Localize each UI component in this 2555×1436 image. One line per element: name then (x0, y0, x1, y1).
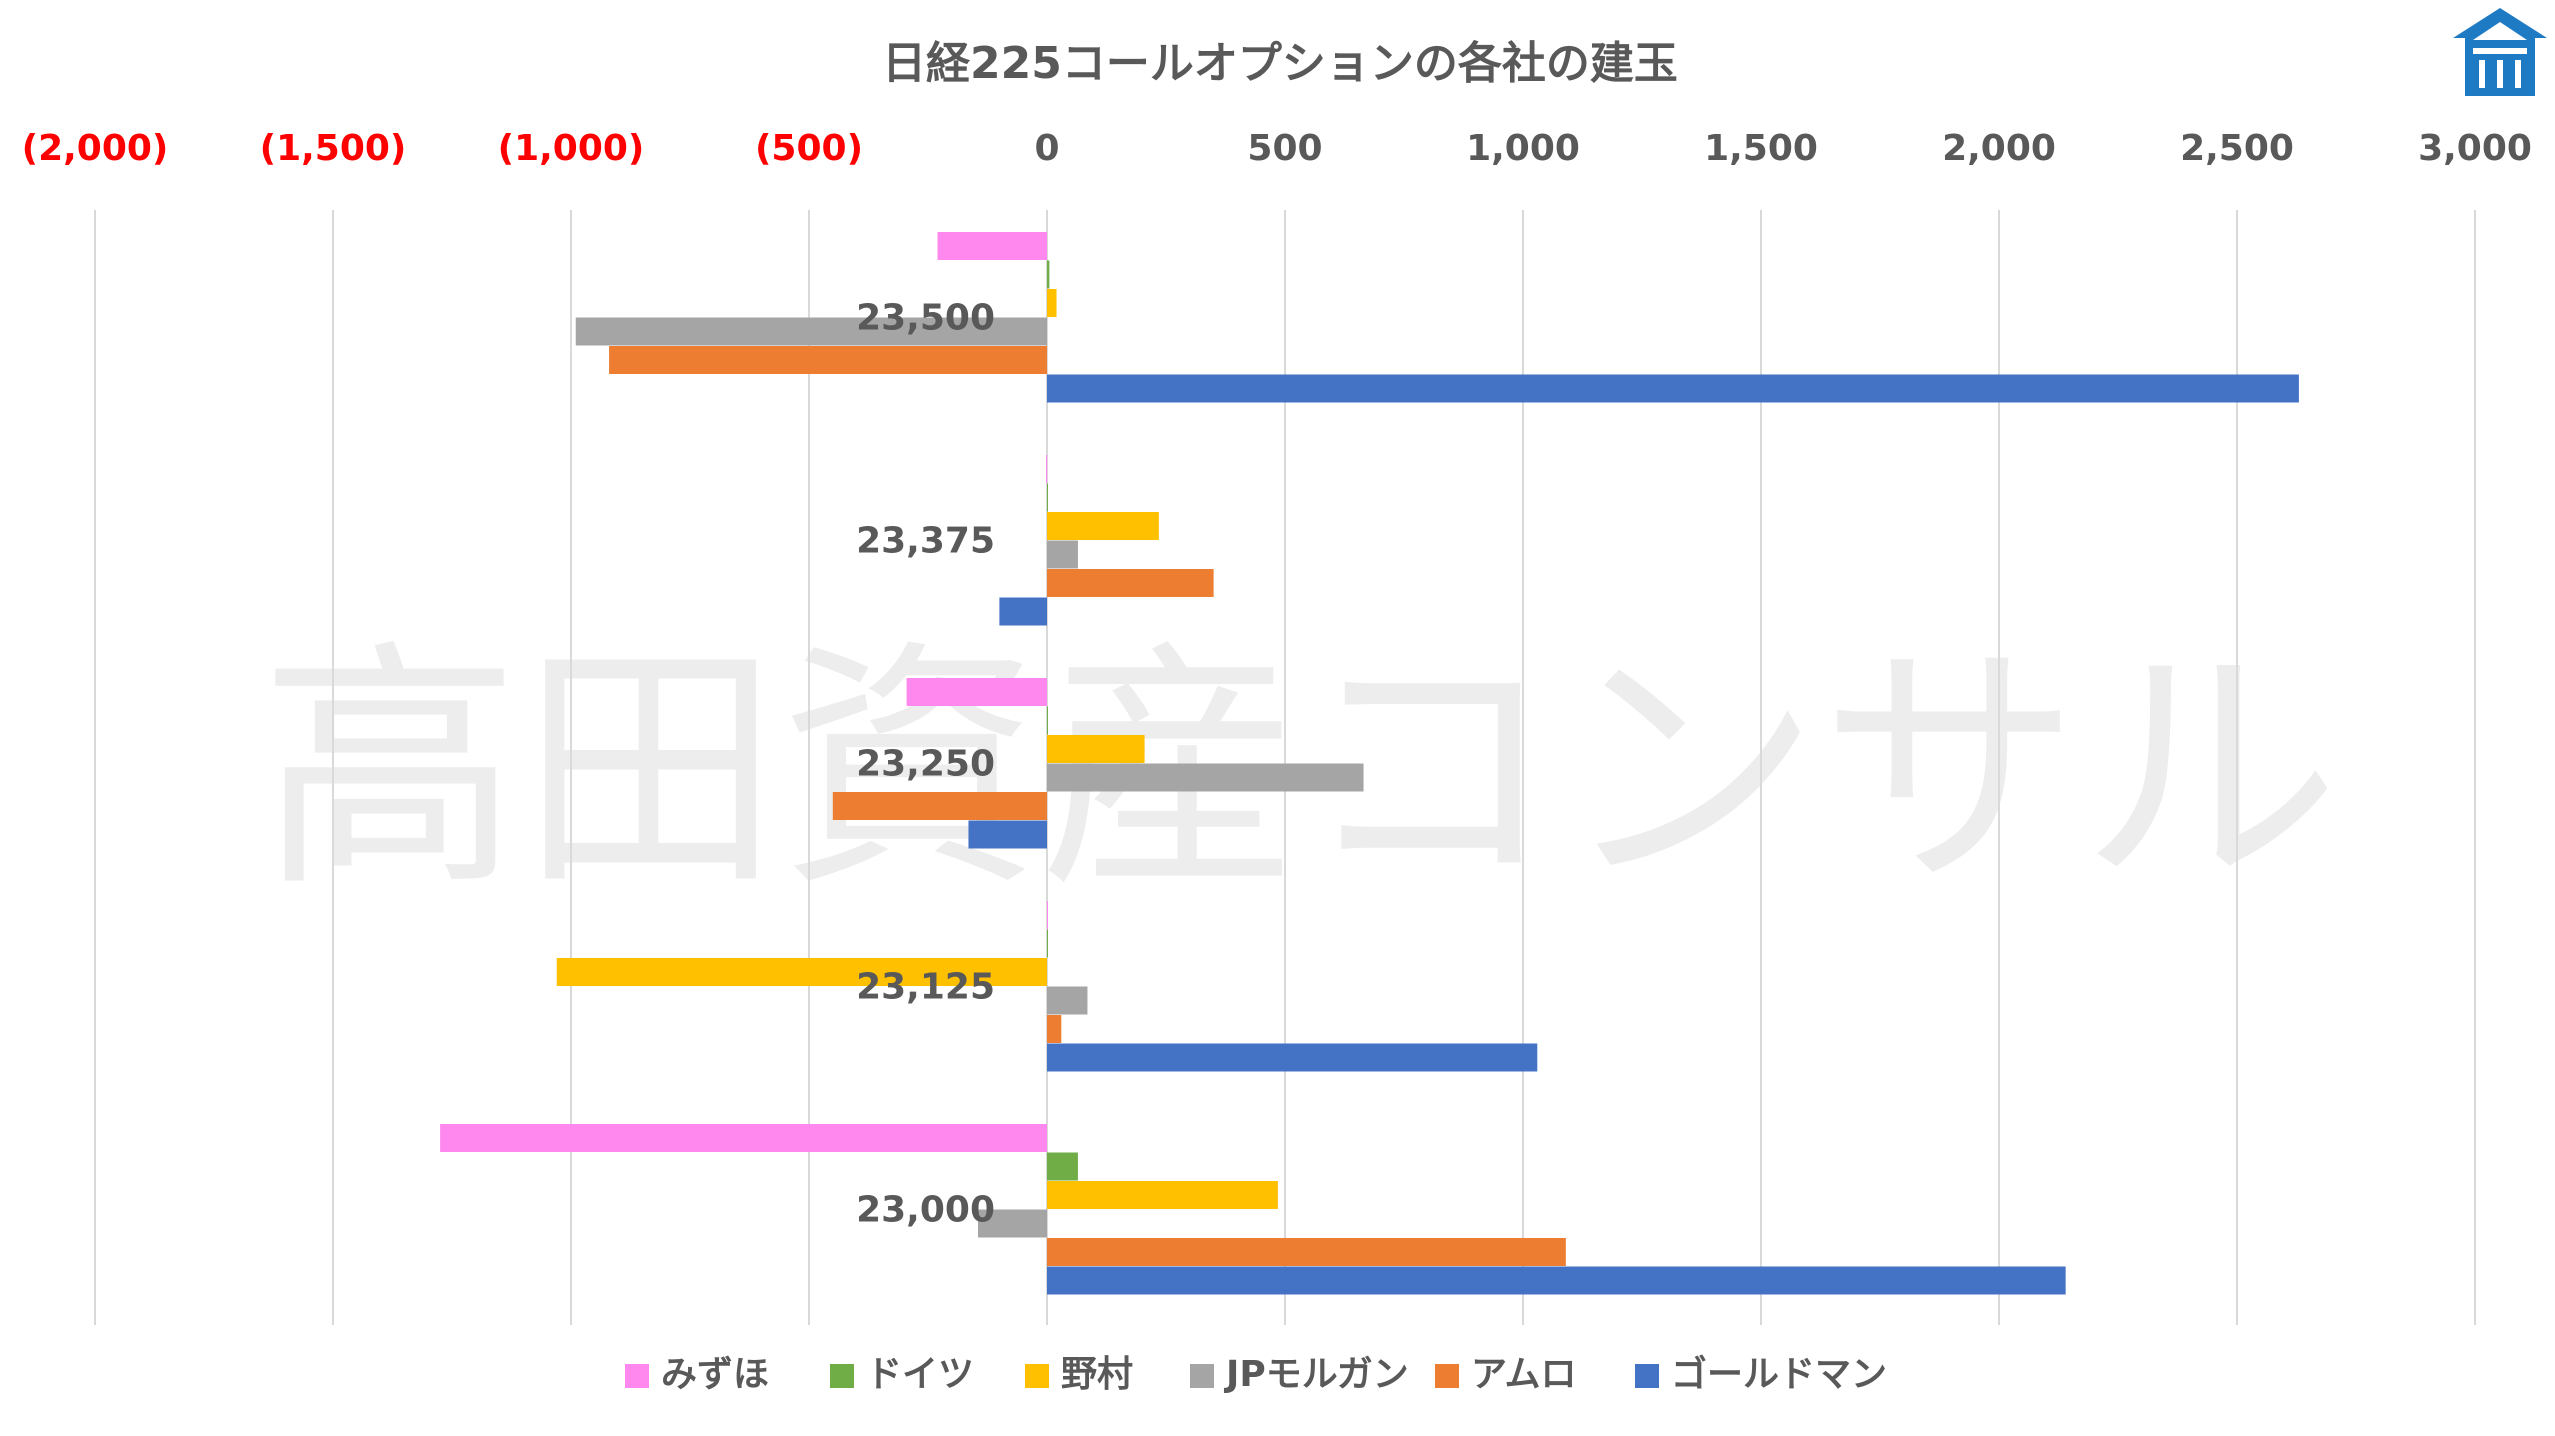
category-labels: 23,500 23,375 23,250 23,125 23,000 (856, 298, 995, 1231)
x-tick-label: 500 (1247, 128, 1322, 169)
bars (440, 232, 2299, 1295)
legend-swatch (1635, 1364, 1659, 1388)
x-tick-label: 2,500 (2180, 128, 2294, 169)
bar (1047, 929, 1048, 958)
bar (1047, 706, 1048, 735)
bar (1047, 1043, 1538, 1072)
bar (609, 346, 1047, 374)
bar (440, 1124, 1048, 1152)
bar (1046, 455, 1048, 483)
x-tick-label: 2,000 (1942, 128, 2056, 169)
legend: みずほ ドイツ 野村 JPモルガン アムロ ゴールドマン (625, 1353, 1887, 1395)
bar (556, 958, 1047, 986)
category-label: 23,375 (856, 521, 995, 562)
x-tick-label: (500) (755, 128, 863, 169)
bar (999, 597, 1047, 626)
legend-label: ゴールドマン (1671, 1353, 1887, 1395)
bar (1047, 260, 1050, 289)
x-tick-label: 3,000 (2418, 128, 2532, 169)
bar (1047, 763, 1364, 792)
bar (1047, 1238, 1566, 1266)
bar (1047, 986, 1088, 1015)
legend-label: アムロ (1471, 1354, 1576, 1395)
x-tick-label: (1,000) (498, 128, 645, 169)
legend-swatch (830, 1364, 854, 1388)
x-tick-label: (2,000) (22, 128, 169, 169)
x-tick-label: (1,500) (260, 128, 407, 169)
bar (1047, 1266, 2066, 1295)
bar (937, 232, 1047, 260)
legend-swatch (1025, 1364, 1049, 1388)
bar (1047, 540, 1078, 569)
x-tick-label: 1,000 (1466, 128, 1580, 169)
bar (575, 317, 1047, 346)
legend-swatch (625, 1364, 649, 1388)
bar (832, 792, 1047, 820)
legend-label: 野村 (1061, 1354, 1133, 1395)
bar (1047, 1181, 1278, 1209)
bar (906, 678, 1047, 706)
chart-title: 日経225コールオプションの各社の建玉 (882, 38, 1678, 89)
category-label: 23,000 (856, 1190, 995, 1231)
bar (1047, 1015, 1062, 1043)
category-label: 23,250 (856, 744, 995, 785)
bar (977, 1209, 1047, 1238)
bar (1047, 374, 2299, 403)
bar (1047, 901, 1048, 929)
x-tick-label: 1,500 (1704, 128, 1818, 169)
category-label: 23,125 (856, 967, 995, 1008)
legend-label: みずほ (661, 1354, 769, 1395)
x-tick-label: 0 (1034, 128, 1059, 169)
bar (1047, 1152, 1078, 1181)
bar (1047, 569, 1214, 597)
category-label: 23,500 (856, 298, 995, 339)
bar (1047, 483, 1048, 512)
x-axis-ticks: (2,000) (1,500) (1,000) (500) 0 500 1,000 1,500… (22, 128, 2532, 169)
company-logo-icon (2453, 8, 2547, 96)
legend-swatch (1190, 1364, 1214, 1388)
legend-label: JPモルガン (1223, 1354, 1409, 1395)
bar (1047, 289, 1057, 317)
bar (1047, 512, 1159, 540)
bar (968, 820, 1047, 849)
legend-swatch (1435, 1364, 1459, 1388)
legend-label: ドイツ (866, 1354, 974, 1395)
bar (1047, 735, 1145, 763)
